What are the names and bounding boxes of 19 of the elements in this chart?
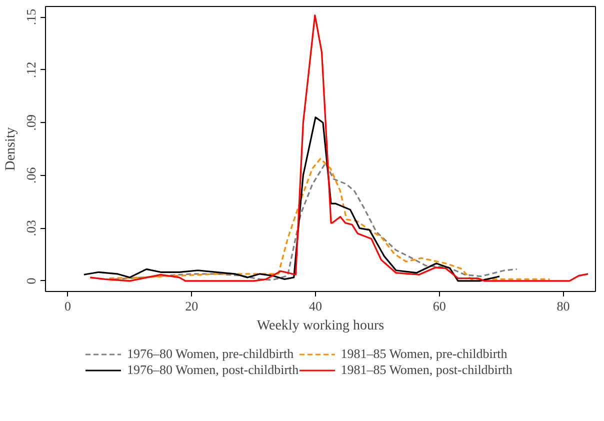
- legend-label: 1981–85 Women, post-childbirth: [340, 362, 512, 378]
- y-tick-label: .03: [24, 220, 38, 236]
- y-tick-label: .09: [24, 114, 38, 131]
- legend-label: 1981–85 Women, pre-childbirth: [340, 346, 508, 362]
- y-tick-label: 0: [24, 278, 38, 284]
- x-axis-title: Weekly working hours: [256, 318, 384, 334]
- legend-label: 1976–80 Women, post-childbirth: [127, 362, 299, 378]
- y-axis-title: Density: [4, 127, 18, 171]
- x-tick-label: 0: [64, 298, 72, 314]
- x-tick-label: 40: [309, 298, 322, 314]
- y-tick-label: .15: [24, 8, 38, 26]
- line-series: [83, 116, 500, 282]
- line-series: [89, 14, 589, 282]
- x-tick-label: 60: [432, 298, 446, 314]
- legend-label: 1976–80 Women, pre-childbirth: [127, 346, 294, 362]
- x-tick-label: 20: [185, 298, 198, 314]
- x-tick-label: 80: [556, 298, 570, 314]
- y-tick-label: .12: [24, 62, 38, 78]
- y-tick-label: .06: [24, 166, 38, 184]
